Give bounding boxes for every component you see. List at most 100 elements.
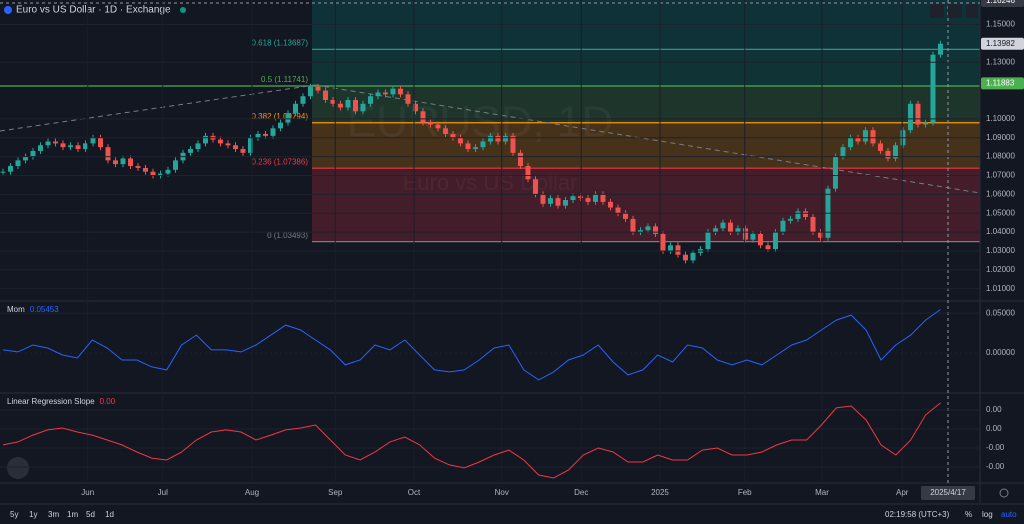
candle: [705, 232, 711, 250]
y-tick-label: 0.05000: [986, 308, 1015, 317]
candle: [142, 167, 148, 172]
x-tick-label: Sep: [328, 488, 343, 497]
candle: [247, 137, 253, 153]
range-button[interactable]: 1m: [67, 510, 78, 519]
y-tick-label: 0.00: [986, 424, 1002, 433]
price-badge: [981, 77, 1024, 90]
x-tick-label: Aug: [245, 488, 259, 497]
fib-level-label: 0.5 (1.11741): [261, 75, 308, 84]
fib-level-label: 0 (1.03493): [267, 231, 308, 240]
candle: [795, 211, 801, 219]
tradingview-logo[interactable]: [7, 457, 29, 479]
indicator-line: [2, 309, 941, 381]
candle: [22, 156, 28, 161]
fib-level-label: 0.382 (1.09794): [252, 112, 309, 121]
price-badge-label: 1.11883: [986, 78, 1015, 87]
candle: [675, 245, 681, 255]
toolbar-button[interactable]: [948, 4, 962, 18]
y-tick-label: 1.15000: [986, 20, 1015, 29]
candle: [540, 194, 546, 204]
candle: [787, 218, 793, 221]
candle: [75, 145, 81, 150]
candle: [510, 135, 516, 153]
settings-button[interactable]: [999, 488, 1009, 498]
candle: [345, 100, 351, 108]
candle: [435, 124, 441, 129]
range-button[interactable]: 1d: [105, 510, 114, 519]
candle: [885, 150, 891, 159]
range-button[interactable]: 3m: [48, 510, 59, 519]
y-tick-label: 1.06000: [986, 189, 1015, 198]
candle: [615, 207, 621, 214]
candle: [877, 143, 883, 151]
candle: [667, 245, 673, 251]
candle: [330, 100, 336, 104]
candle: [232, 145, 238, 150]
candle: [0, 171, 6, 173]
candle: [637, 230, 643, 233]
y-tick-label: 1.02000: [986, 265, 1015, 274]
candle: [255, 133, 261, 138]
crosshair-date: 2025/4/17: [930, 488, 966, 497]
watermark-symbol: EURUSD, 1D: [347, 98, 614, 147]
candle: [712, 228, 718, 233]
candle: [862, 130, 868, 142]
candle: [225, 143, 231, 146]
indicator-name: Linear Regression Slope: [7, 397, 95, 406]
candle: [112, 160, 118, 165]
crosshair-date-badge: [921, 486, 975, 500]
candle: [720, 222, 726, 229]
candle: [870, 130, 876, 144]
candle: [420, 111, 426, 123]
chart-header-title: Euro vs US Dollar · 1D · Exchange: [16, 5, 171, 16]
watermark-name: Euro vs US Dollar: [403, 170, 578, 195]
x-tick-label: Oct: [408, 488, 421, 497]
candle: [442, 128, 448, 134]
candle: [772, 232, 778, 250]
candle: [802, 211, 808, 217]
y-tick-label: 1.09000: [986, 133, 1015, 142]
candle: [150, 171, 156, 176]
candle: [757, 233, 763, 246]
candle: [165, 169, 171, 174]
candle: [465, 143, 471, 150]
candle: [52, 141, 58, 144]
candle: [367, 96, 373, 104]
candle: [840, 147, 846, 157]
x-tick-label: Nov: [495, 488, 509, 497]
candle: [375, 92, 381, 97]
x-tick-label: Jul: [158, 488, 168, 497]
candle: [390, 88, 396, 95]
y-tick-label: 1.13000: [986, 57, 1015, 66]
fib-band: [312, 49, 980, 87]
indicator-line: [2, 402, 941, 479]
candle: [67, 145, 73, 148]
candle: [630, 218, 636, 233]
candle: [127, 158, 133, 167]
candle: [832, 156, 838, 189]
clock: 02:19:58 (UTC+3): [885, 510, 950, 519]
candle: [45, 141, 51, 146]
candles: [0, 40, 943, 264]
fib-level-label: 0.236 (1.07386): [252, 157, 309, 166]
candle: [517, 152, 523, 167]
candle: [562, 200, 568, 206]
symbol-icon: [4, 6, 12, 14]
candle: [427, 122, 433, 125]
price-badge-label: 1.16246: [986, 0, 1015, 5]
candle: [30, 150, 36, 157]
price-badge-label: 1.13982: [986, 39, 1015, 48]
log-toggle[interactable]: log: [982, 510, 993, 519]
toolbar-button[interactable]: [966, 4, 978, 18]
candle: [735, 228, 741, 233]
range-button[interactable]: 1y: [29, 510, 37, 519]
range-button[interactable]: 5y: [10, 510, 18, 519]
percent-toggle[interactable]: %: [965, 510, 972, 519]
candle: [105, 147, 111, 161]
auto-toggle[interactable]: auto: [1001, 510, 1017, 519]
range-button[interactable]: 5d: [86, 510, 95, 519]
candle: [382, 92, 388, 95]
candle: [577, 196, 583, 199]
toolbar-button[interactable]: [930, 4, 944, 18]
